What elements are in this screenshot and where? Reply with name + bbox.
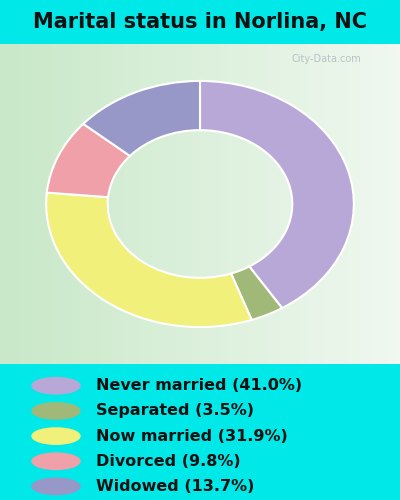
Wedge shape [83, 81, 200, 156]
Text: City-Data.com: City-Data.com [291, 54, 361, 64]
Wedge shape [231, 266, 282, 320]
Circle shape [32, 428, 80, 444]
Circle shape [32, 478, 80, 494]
Text: Widowed (13.7%): Widowed (13.7%) [96, 479, 254, 494]
Circle shape [32, 403, 80, 419]
Circle shape [32, 453, 80, 469]
Text: Never married (41.0%): Never married (41.0%) [96, 378, 302, 394]
Text: Marital status in Norlina, NC: Marital status in Norlina, NC [33, 12, 367, 32]
Text: Separated (3.5%): Separated (3.5%) [96, 404, 254, 418]
Circle shape [32, 378, 80, 394]
Wedge shape [46, 192, 252, 327]
Text: Now married (31.9%): Now married (31.9%) [96, 428, 288, 444]
Wedge shape [200, 81, 354, 308]
Wedge shape [47, 124, 130, 197]
Text: Divorced (9.8%): Divorced (9.8%) [96, 454, 241, 468]
